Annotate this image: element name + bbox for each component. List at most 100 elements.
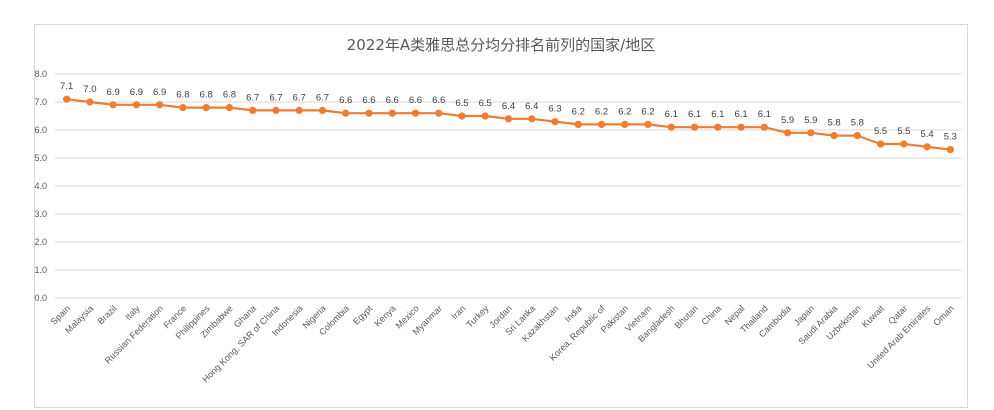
data-label: 6.2	[572, 106, 585, 117]
x-category-label: India	[563, 303, 584, 324]
data-point	[853, 132, 861, 140]
data-point	[597, 120, 606, 128]
data-point	[946, 146, 954, 154]
data-label: 6.5	[479, 98, 492, 109]
data-point	[342, 109, 350, 117]
data-point	[225, 104, 234, 112]
data-point	[179, 104, 187, 112]
data-point	[132, 101, 140, 109]
data-label: 5.5	[874, 126, 887, 137]
data-point	[783, 129, 792, 137]
data-label: 6.4	[502, 101, 515, 112]
data-label: 6.3	[548, 104, 561, 115]
x-category-label: Bhutan	[673, 303, 700, 330]
data-label: 6.4	[525, 101, 538, 112]
data-label: 6.7	[269, 92, 282, 103]
y-tick-label: 0.0	[34, 293, 47, 303]
data-point	[877, 140, 885, 148]
data-point	[621, 120, 629, 128]
data-point	[388, 109, 396, 117]
data-point	[644, 120, 652, 128]
data-point	[318, 106, 327, 114]
data-points	[63, 95, 954, 154]
data-label: 7.0	[83, 84, 96, 95]
data-label: 5.5	[897, 126, 910, 137]
data-label: 6.8	[223, 90, 236, 101]
data-point	[435, 109, 443, 117]
data-label: 6.9	[153, 87, 166, 98]
data-point	[109, 101, 117, 109]
data-label: 5.4	[921, 129, 934, 140]
data-point	[458, 112, 466, 120]
data-labels: 7.1 7.0 6.9 6.9 6.9 6.8 6.8 6.8 6.7 6.7 6.7 6.7 6.6 6…	[60, 81, 957, 142]
data-label: 6.1	[665, 109, 678, 120]
data-label: 6.6	[362, 95, 375, 106]
data-label: 5.8	[851, 118, 864, 129]
data-point	[202, 104, 210, 112]
data-point	[63, 95, 71, 103]
data-point	[272, 106, 280, 114]
data-point	[807, 129, 815, 137]
data-point	[737, 123, 745, 131]
y-tick-label: 7.0	[34, 97, 47, 107]
data-label: 6.1	[758, 109, 771, 120]
chart-area	[34, 24, 968, 408]
data-label: 6.7	[246, 92, 259, 103]
data-label: 6.1	[711, 109, 724, 120]
data-label: 6.8	[200, 90, 213, 101]
data-label: 6.8	[176, 90, 189, 101]
data-point	[504, 115, 513, 123]
data-point	[551, 118, 559, 126]
data-point	[528, 115, 536, 123]
data-label: 6.5	[455, 98, 468, 109]
data-point	[714, 123, 722, 131]
data-label: 6.6	[386, 95, 399, 106]
x-category-label: Italy	[123, 303, 142, 322]
data-label: 6.1	[688, 109, 701, 120]
data-label: 6.7	[293, 92, 306, 103]
data-label: 6.6	[409, 95, 422, 106]
y-axis-ticks: 0.0 1.0 2.0 3.0 4.0 5.0 6.0 7.0 8.0	[34, 69, 47, 303]
data-point	[365, 109, 373, 117]
y-tick-label: 6.0	[34, 125, 47, 135]
data-label: 6.7	[316, 92, 329, 103]
y-tick-label: 1.0	[34, 265, 47, 275]
data-label: 6.2	[595, 106, 608, 117]
y-tick-label: 4.0	[34, 181, 47, 191]
x-category-label: Egypt	[351, 303, 375, 327]
data-label: 5.9	[781, 115, 794, 126]
x-category-label: China	[700, 303, 724, 327]
data-point	[574, 120, 582, 128]
data-label: 5.9	[804, 115, 817, 126]
data-point	[830, 132, 838, 140]
x-category-label: Iran	[449, 303, 467, 321]
data-point	[86, 98, 94, 106]
data-point	[295, 106, 303, 114]
chart-title: 2022年A类雅思总分均分排名前列的国家/地区	[346, 36, 656, 54]
x-category-label: Brazil	[96, 303, 119, 326]
data-point	[690, 123, 699, 131]
data-label: 7.1	[60, 81, 73, 92]
data-label: 6.9	[130, 87, 143, 98]
data-label: 6.2	[618, 106, 631, 117]
x-category-label: Turkey	[464, 303, 491, 330]
data-label: 6.9	[107, 87, 120, 98]
data-point	[760, 123, 768, 131]
data-point	[156, 101, 164, 109]
data-point	[900, 140, 908, 148]
data-label: 6.6	[339, 95, 352, 106]
data-point	[481, 112, 489, 120]
data-label: 5.8	[827, 118, 840, 129]
x-category-label: Oman	[931, 303, 955, 327]
data-point	[667, 123, 675, 131]
y-tick-label: 3.0	[34, 209, 47, 219]
data-label: 6.2	[641, 106, 654, 117]
x-category-label: Kuwait	[860, 303, 887, 330]
y-tick-label: 2.0	[34, 237, 47, 247]
data-label: 6.1	[734, 109, 747, 120]
y-tick-label: 8.0	[34, 69, 47, 79]
data-point	[249, 106, 257, 114]
y-tick-label: 5.0	[34, 153, 47, 163]
